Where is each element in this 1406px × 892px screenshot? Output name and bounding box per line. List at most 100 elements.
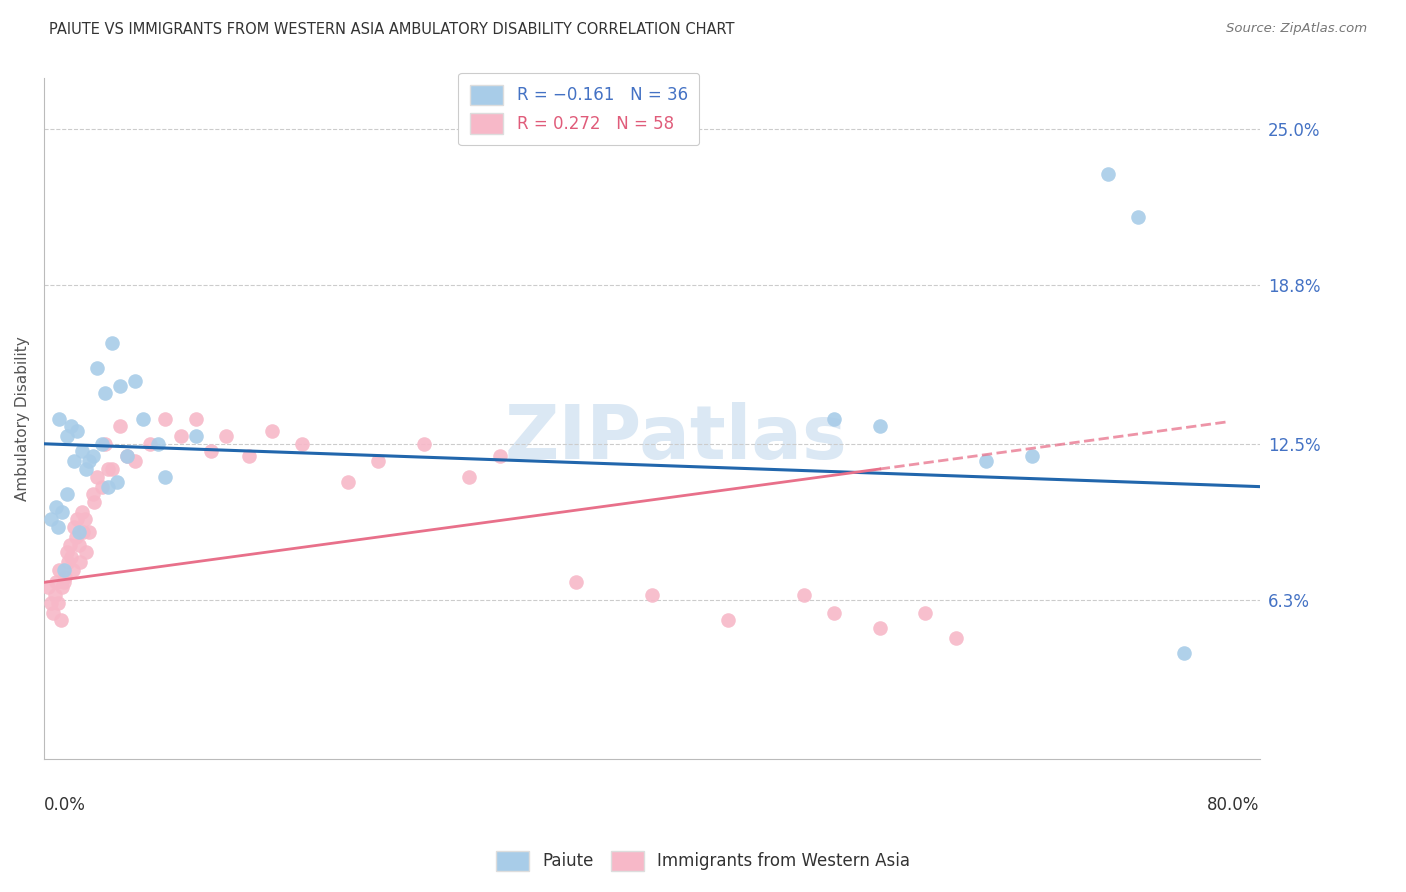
Point [46, 520, 69, 534]
Point [869, 621, 891, 635]
Point [59, 538, 82, 552]
Point [55, 487, 77, 501]
Point [101, 336, 124, 351]
Point [108, 419, 131, 434]
Point [117, 450, 139, 464]
Point [823, 606, 845, 620]
Point [62, 563, 84, 577]
Point [717, 613, 740, 627]
Point [79, 524, 101, 539]
Point [41, 595, 63, 609]
Point [37, 581, 59, 595]
Point [489, 450, 512, 464]
Point [336, 475, 359, 489]
Point [1126, 210, 1149, 224]
Y-axis label: Ambulatory Disability: Ambulatory Disability [15, 336, 30, 501]
Point [66, 424, 89, 438]
Point [131, 411, 153, 425]
Point [70, 444, 93, 458]
Point [75, 545, 97, 559]
Point [155, 469, 177, 483]
Point [67, 524, 90, 539]
Point [67, 538, 90, 552]
Point [945, 631, 967, 645]
Point [55, 429, 77, 443]
Point [41, 512, 63, 526]
Point [367, 454, 389, 468]
Point [60, 419, 83, 434]
Point [108, 379, 131, 393]
Point [101, 462, 124, 476]
Point [52, 575, 75, 590]
Point [105, 475, 128, 489]
Point [52, 563, 75, 577]
Point [1097, 167, 1119, 181]
Point [83, 494, 105, 508]
Point [793, 588, 815, 602]
Text: Source: ZipAtlas.com: Source: ZipAtlas.com [1226, 22, 1367, 36]
Point [66, 512, 89, 526]
Point [184, 411, 207, 425]
Point [124, 454, 146, 468]
Point [44, 588, 66, 602]
Point [48, 563, 70, 577]
Point [260, 424, 283, 438]
Point [641, 588, 664, 602]
Text: 0.0%: 0.0% [44, 797, 86, 814]
Point [184, 429, 207, 443]
Point [97, 462, 120, 476]
Point [155, 411, 177, 425]
Legend: R = −0.161   N = 36, R = 0.272   N = 58: R = −0.161 N = 36, R = 0.272 N = 58 [458, 73, 699, 145]
Point [55, 545, 77, 559]
Point [291, 437, 314, 451]
Point [93, 386, 115, 401]
Point [170, 429, 193, 443]
Point [46, 595, 69, 609]
Point [63, 454, 86, 468]
Text: PAIUTE VS IMMIGRANTS FROM WESTERN ASIA AMBULATORY DISABILITY CORRELATION CHART: PAIUTE VS IMMIGRANTS FROM WESTERN ASIA A… [49, 22, 735, 37]
Point [139, 437, 162, 451]
Point [49, 613, 72, 627]
Point [90, 480, 112, 494]
Point [48, 411, 70, 425]
Point [51, 581, 73, 595]
Point [42, 606, 65, 620]
Point [72, 524, 94, 539]
Point [823, 411, 845, 425]
Point [974, 454, 997, 468]
Point [69, 555, 91, 569]
Point [82, 487, 104, 501]
Point [117, 450, 139, 464]
Text: ZIPatlas: ZIPatlas [505, 402, 848, 475]
Point [565, 575, 588, 590]
Point [869, 419, 891, 434]
Point [63, 520, 86, 534]
Point [200, 444, 222, 458]
Point [79, 454, 101, 468]
Point [70, 505, 93, 519]
Text: 80.0%: 80.0% [1208, 797, 1260, 814]
Point [458, 469, 481, 483]
Point [124, 374, 146, 388]
Point [1173, 646, 1195, 660]
Point [65, 530, 87, 544]
Point [51, 505, 73, 519]
Point [45, 500, 67, 514]
Point [58, 555, 80, 569]
Point [86, 469, 108, 483]
Point [1021, 450, 1043, 464]
Point [53, 570, 76, 584]
Point [73, 512, 96, 526]
Point [86, 361, 108, 376]
Point [45, 575, 67, 590]
Point [215, 429, 238, 443]
Point [238, 450, 260, 464]
Point [146, 437, 169, 451]
Point [82, 450, 104, 464]
Point [90, 437, 112, 451]
Legend: Paiute, Immigrants from Western Asia: Paiute, Immigrants from Western Asia [488, 842, 918, 880]
Point [412, 437, 434, 451]
Point [60, 550, 83, 565]
Point [75, 462, 97, 476]
Point [914, 606, 936, 620]
